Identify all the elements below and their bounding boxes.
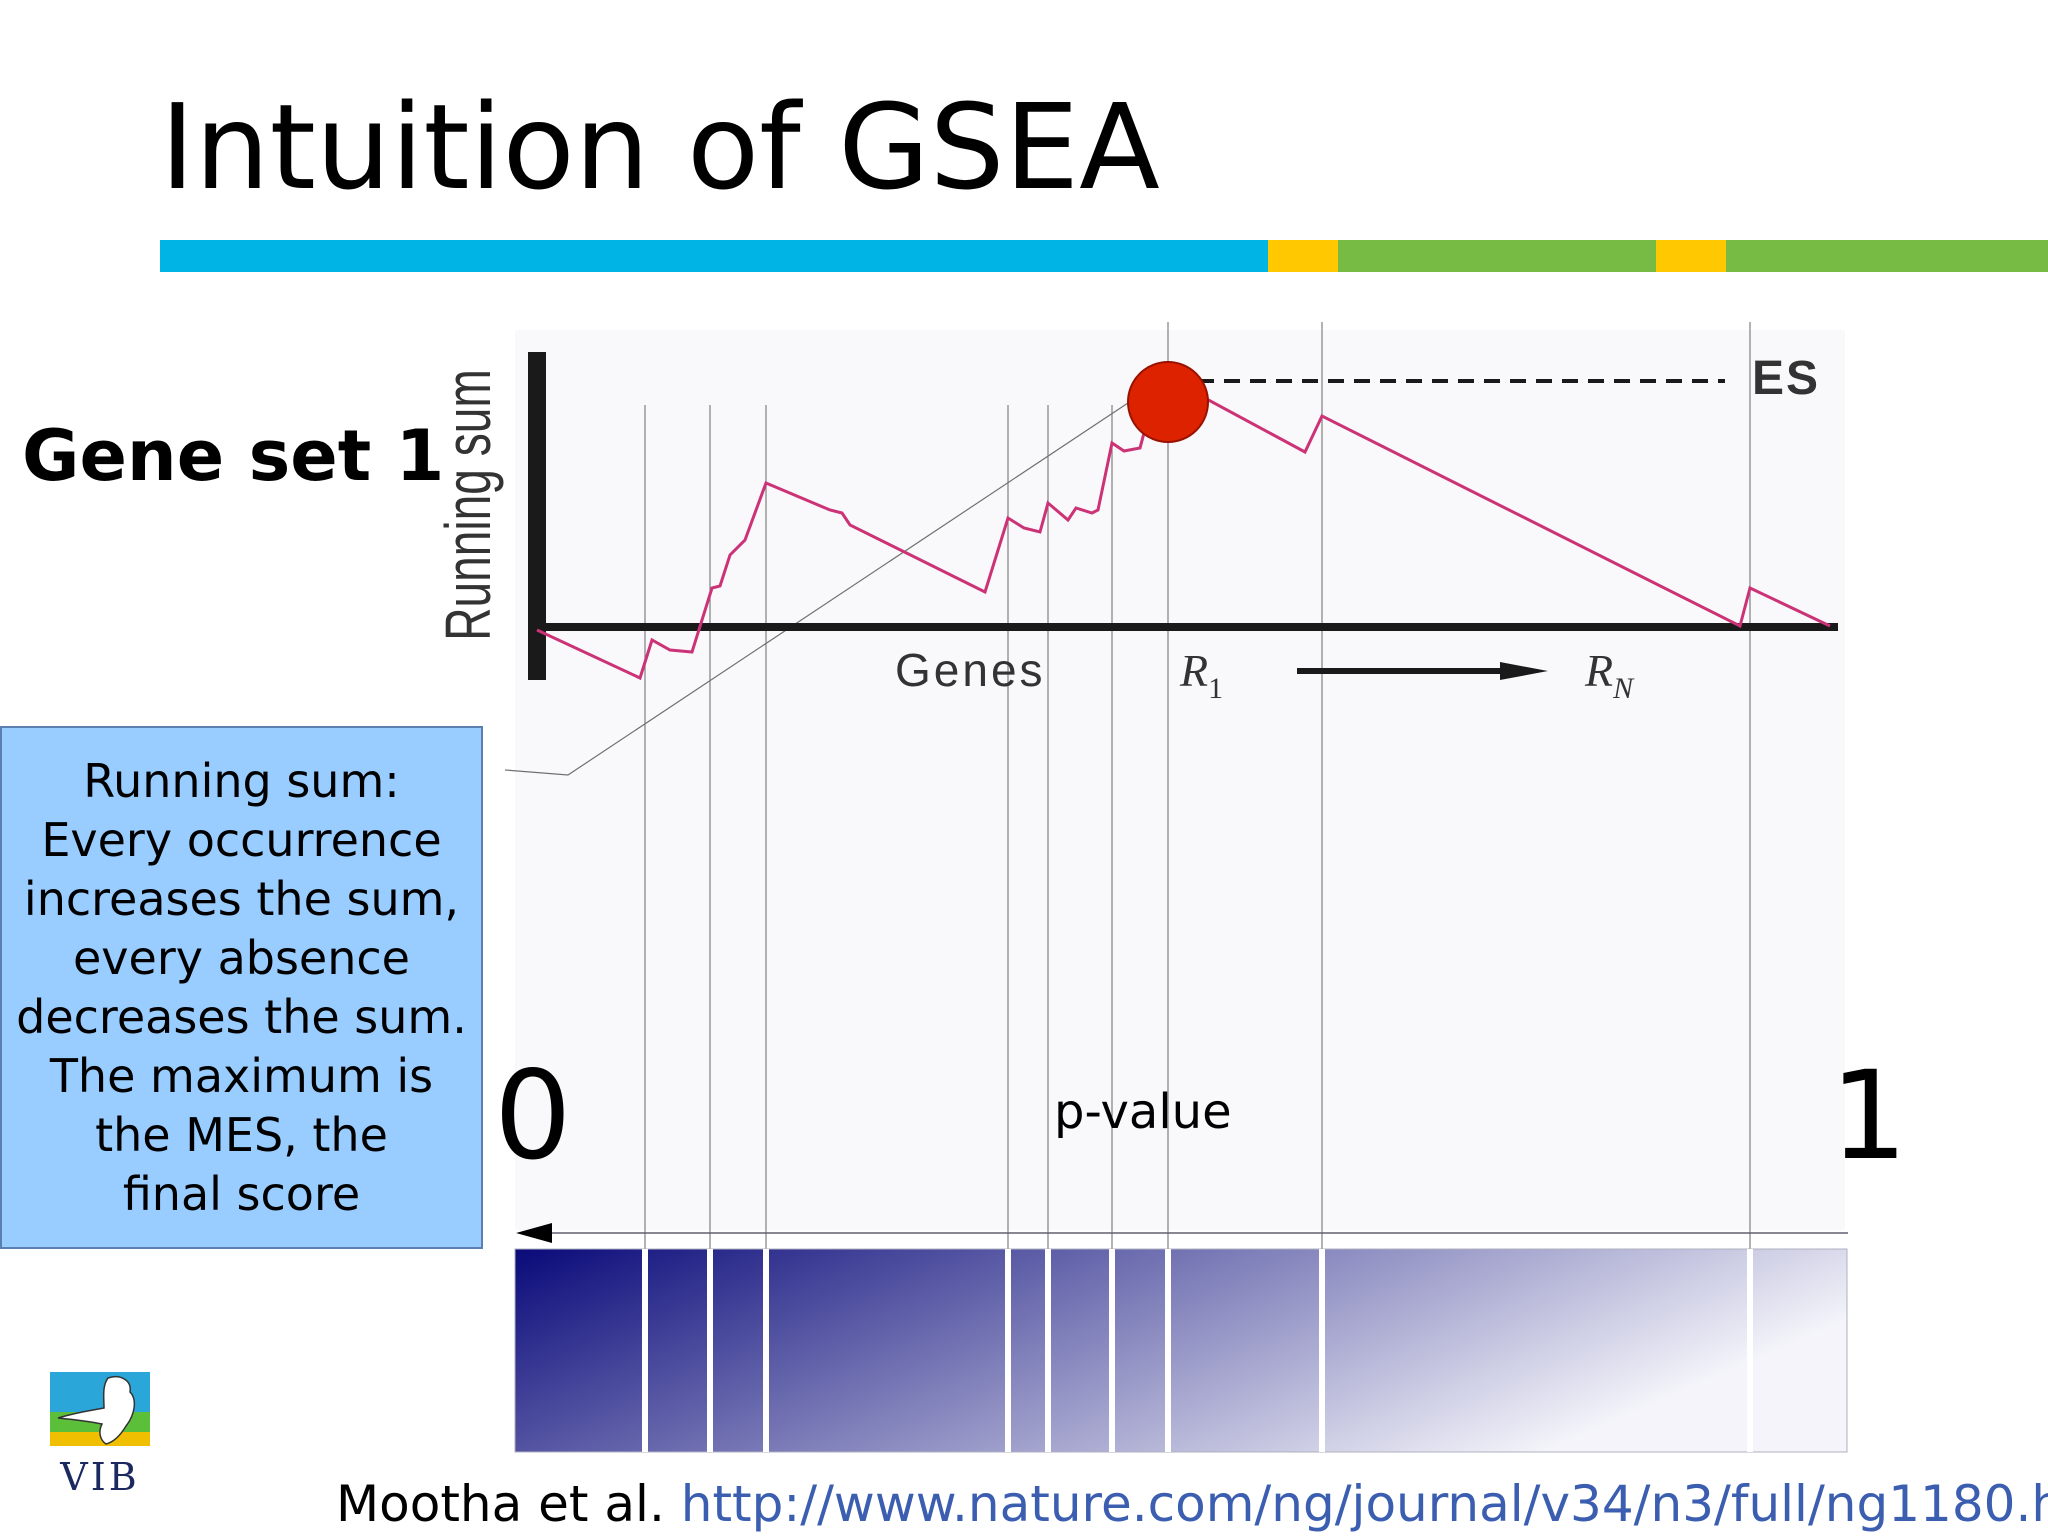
title-bar-segment-green	[1338, 240, 1656, 272]
pvalue-one-label: 1	[1830, 1045, 1908, 1187]
gene-set-label: Gene set 1	[22, 415, 445, 497]
es-label: ES	[1752, 352, 1820, 405]
title-bar-segment-yellow	[1656, 240, 1726, 272]
gradient-bar-separators	[642, 1249, 1753, 1452]
rank-end-label: RN	[1584, 645, 1635, 705]
pvalue-arrow-head	[516, 1223, 552, 1243]
rank-end-sub: N	[1612, 672, 1635, 705]
logo-figure	[57, 1376, 136, 1445]
pvalue-zero-label: 0	[494, 1045, 572, 1187]
title-bar-segment-yellow	[1268, 240, 1338, 272]
title-bar-segment-blue	[160, 240, 1268, 272]
title-underline-bar	[160, 240, 2048, 272]
rank-start-letter: R	[1179, 645, 1208, 696]
genes-label: Genes	[895, 644, 1046, 696]
pvalue-label: p-value	[1054, 1084, 1232, 1140]
ranked-genes-gradient-bar	[514, 1248, 1848, 1453]
logo-text: VIB	[59, 1455, 139, 1499]
rank-start-label: R1	[1179, 645, 1223, 705]
citation-link[interactable]: http://www.nature.com/ng/journal/v34/n3/…	[680, 1475, 2048, 1533]
callout-leader-line	[504, 394, 1141, 776]
es-marker	[1127, 361, 1209, 443]
running-sum-callout: Running sum: Every occurrence increases …	[0, 726, 483, 1249]
plot-background	[515, 330, 1845, 1230]
rank-end-letter: R	[1584, 645, 1613, 696]
title-bar-segment-green	[1726, 240, 2048, 272]
callout-text: Running sum: Every occurrence increases …	[16, 753, 467, 1221]
citation-author: Mootha et al.	[336, 1475, 665, 1533]
logo-ground	[50, 1432, 150, 1446]
y-axis-label: Running sum	[433, 369, 504, 640]
rank-arrow-head	[1500, 662, 1548, 680]
rank-start-sub: 1	[1208, 672, 1223, 705]
vib-logo: VIB	[50, 1372, 150, 1499]
gene-hit-lines	[644, 322, 1751, 1250]
slide-title: Intuition of GSEA	[160, 78, 1160, 216]
citation: Mootha et al. http://www.nature.com/ng/j…	[336, 1475, 2048, 1533]
